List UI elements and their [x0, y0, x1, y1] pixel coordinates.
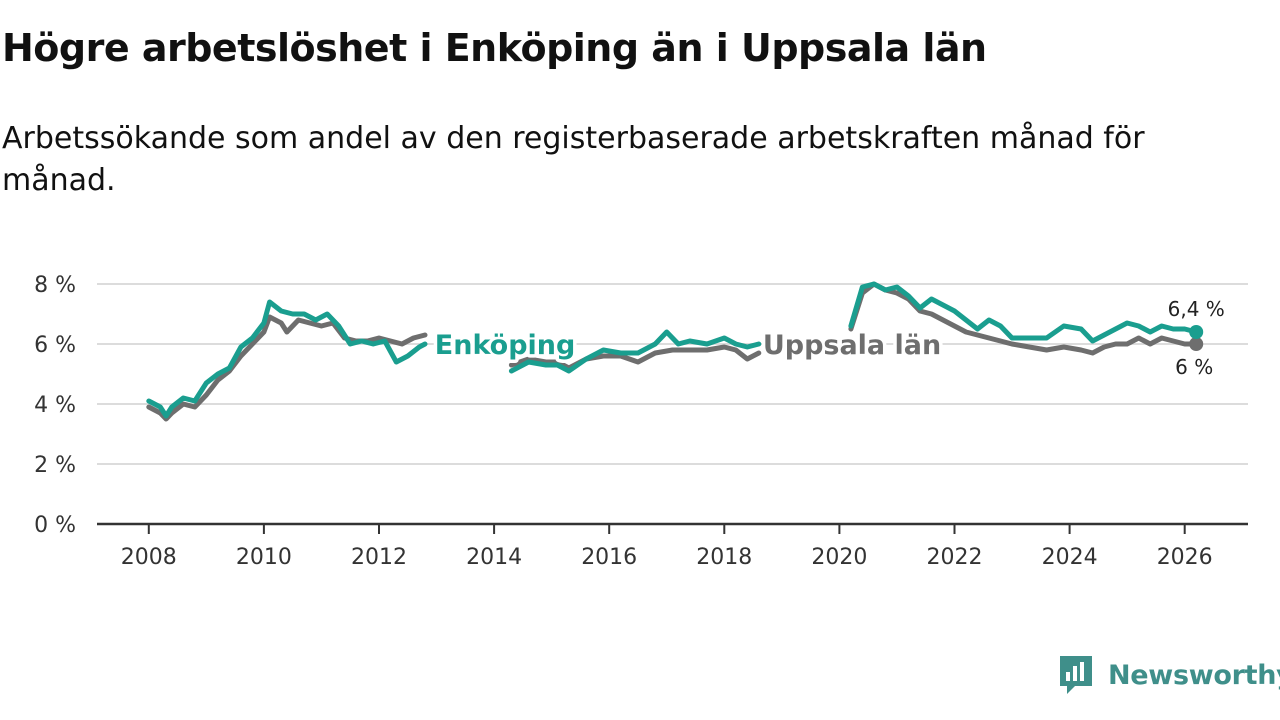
end-value-label-uppsala: 6 %	[1175, 355, 1213, 379]
series-line-enk-ping	[146, 299, 428, 419]
chart-subtitle: Arbetssökande som andel av den registerb…	[2, 121, 1145, 198]
y-tick-label: 2 %	[34, 453, 76, 478]
x-tick-label: 2014	[466, 545, 522, 570]
x-tick-label: 2018	[696, 545, 752, 570]
chat-bar-chart-icon	[1060, 656, 1092, 694]
end-value-label-enkoping: 6,4 %	[1168, 297, 1225, 321]
y-tick-label: 6 %	[34, 333, 76, 358]
end-point-uppsala-l-n	[1189, 337, 1204, 351]
series-line-uppsala-l-n	[146, 314, 428, 422]
x-tick-label: 2016	[581, 545, 637, 570]
y-tick-label: 0 %	[34, 513, 76, 538]
y-tick-label: 4 %	[34, 393, 76, 418]
x-tick-label: 2020	[811, 545, 867, 570]
x-tick-label: 2010	[236, 545, 292, 570]
end-point-enk-ping	[1189, 325, 1204, 339]
series-lines	[146, 281, 1204, 422]
gridlines	[97, 283, 1248, 465]
y-tick-label: 8 %	[34, 273, 76, 298]
x-tick-label: 2012	[351, 545, 407, 570]
series-line-uppsala-l-n	[848, 281, 1199, 356]
axes: 0 % 2 % 4 % 6 % 8 % 2008 2010 2012 2014 2016 2018 2…	[34, 273, 1248, 570]
series-line-enk-ping	[848, 281, 1199, 344]
x-tick-label: 2008	[121, 545, 177, 570]
x-tick-label: 2022	[926, 545, 982, 570]
chart-title: Högre arbetslöshet i Enköping än i Uppsa…	[2, 26, 987, 70]
series-label-uppsala-l-n: Uppsala län	[763, 330, 941, 361]
brand-name: Newsworthy	[1108, 659, 1280, 691]
series-line-uppsala-l-n	[508, 344, 762, 371]
series-line-enk-ping	[508, 329, 762, 374]
series-label-enk-ping: Enköping	[435, 330, 576, 361]
newsworthy-logo: Newsworthy	[1058, 654, 1280, 696]
x-tick-label: 2026	[1157, 545, 1213, 570]
series-labels: 6,4 % 6 % Enköping Uppsala län	[431, 297, 1225, 379]
x-tick-label: 2024	[1042, 545, 1098, 570]
